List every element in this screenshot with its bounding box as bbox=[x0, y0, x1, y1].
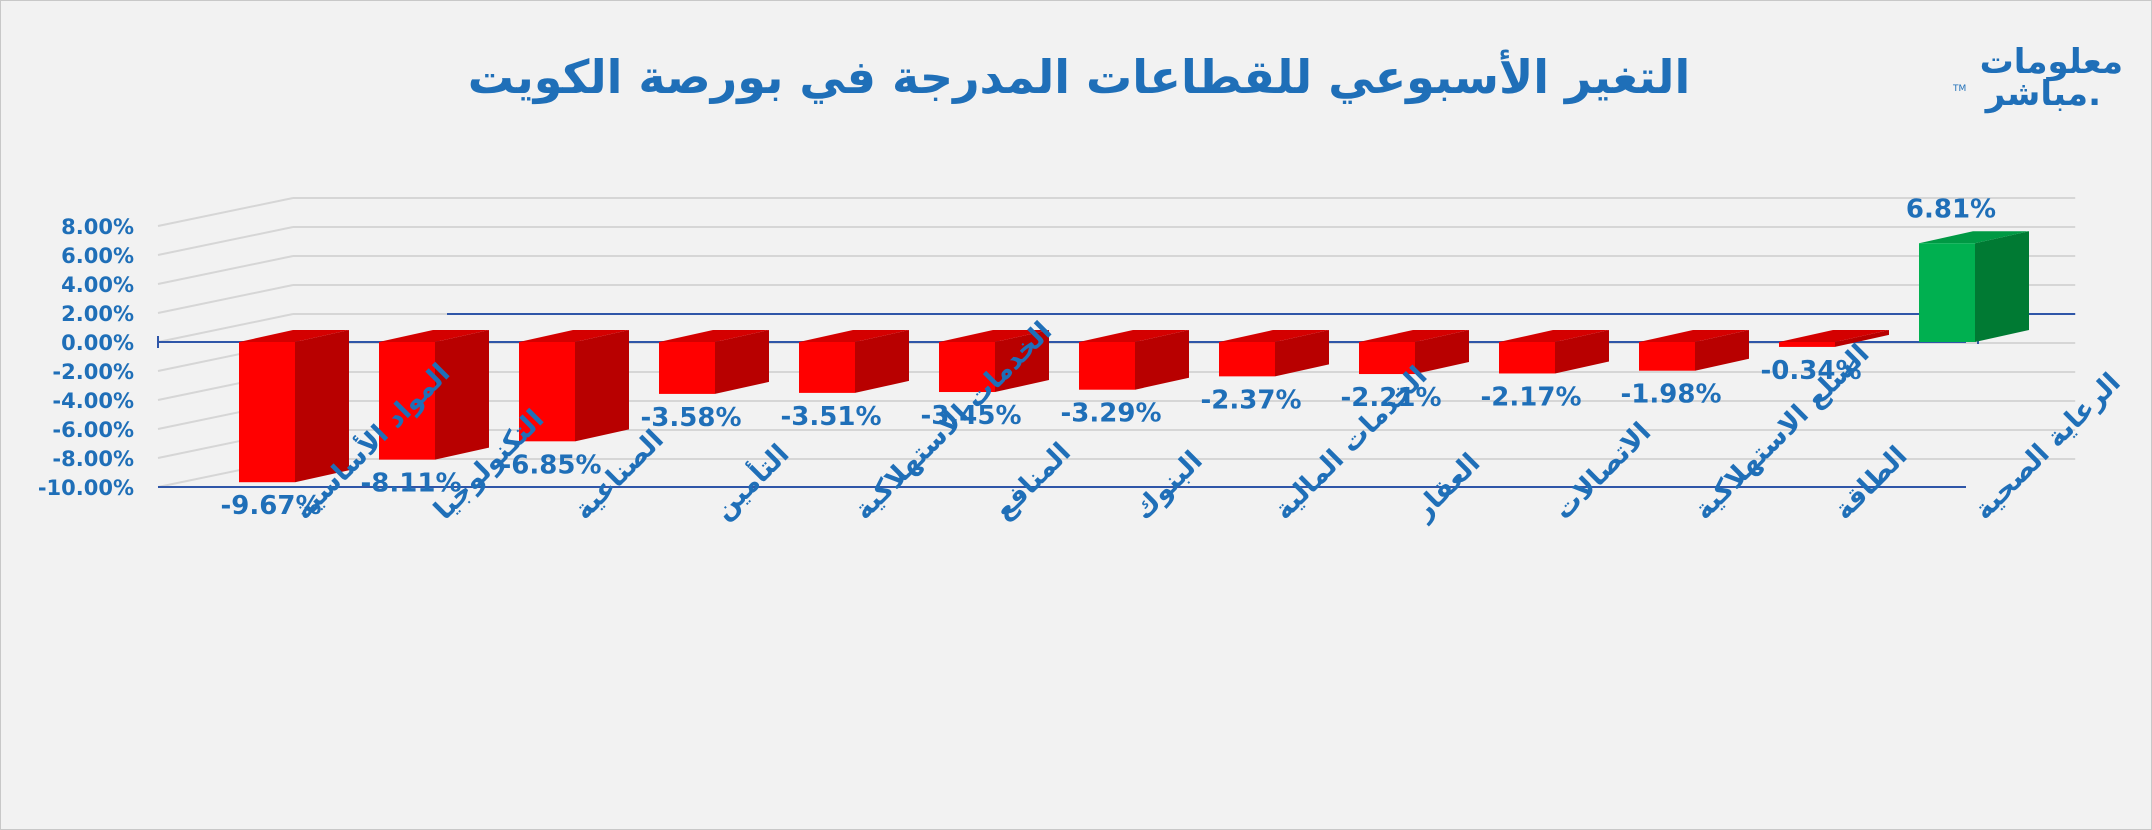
y-tick-label: -4.00% bbox=[52, 389, 134, 413]
y-tick-label: 8.00% bbox=[61, 215, 134, 239]
bar-side-face bbox=[1135, 330, 1189, 390]
bar-side-face bbox=[295, 330, 349, 483]
bar bbox=[939, 330, 1049, 393]
bar bbox=[1359, 330, 1469, 375]
data-label: -8.11% bbox=[361, 469, 462, 499]
bar-top-face bbox=[379, 330, 489, 342]
bar-side-face bbox=[1415, 330, 1469, 375]
bar-front-face bbox=[1219, 342, 1275, 377]
y-tick-label: -8.00% bbox=[52, 447, 134, 471]
bar bbox=[379, 330, 489, 460]
side-gridline bbox=[157, 255, 294, 285]
bar-side-face bbox=[855, 330, 909, 393]
bar-top-face bbox=[1919, 231, 2029, 244]
bar bbox=[1219, 330, 1329, 377]
category-label: التأمين bbox=[706, 436, 796, 526]
side-gridline bbox=[157, 197, 294, 227]
bar-top-face bbox=[1639, 330, 1749, 342]
logo-tm: TM bbox=[1952, 84, 1966, 94]
bar-front-face bbox=[1359, 342, 1415, 375]
bar-front-face bbox=[1779, 342, 1835, 347]
bar-top-face bbox=[239, 330, 349, 342]
side-gridline bbox=[157, 284, 294, 314]
bar-top-face bbox=[1219, 330, 1329, 342]
bar-top-face bbox=[659, 330, 769, 342]
y-tick-label: -6.00% bbox=[52, 418, 134, 442]
side-gridline bbox=[157, 313, 294, 343]
category-label: البنوك bbox=[1128, 445, 1209, 526]
bar-top-face bbox=[939, 330, 1049, 342]
bar-front-face bbox=[239, 342, 295, 483]
category-label: المنافع bbox=[988, 437, 1077, 526]
data-label: -0.34% bbox=[1761, 356, 1862, 386]
bar-side-face bbox=[1275, 330, 1329, 377]
bar-top-face bbox=[799, 330, 909, 342]
y-tick-label: -2.00% bbox=[52, 360, 134, 384]
data-labels: -9.67% -8.11% -6.85% -3.58% -3.51% -3.45% -3.2… bbox=[221, 194, 1997, 521]
y-axis-ticks: 8.00% 6.00% 4.00% 2.00% 0.00% -2.00% -4.00% -6.… bbox=[38, 215, 134, 500]
bar-front-face bbox=[659, 342, 715, 394]
data-label: -9.67% bbox=[221, 491, 322, 521]
bar-top-face bbox=[1499, 330, 1609, 342]
data-label: -3.51% bbox=[781, 402, 882, 432]
category-label: الطاقة bbox=[1828, 440, 1913, 525]
bar-front-face bbox=[1919, 243, 1975, 342]
bar bbox=[239, 330, 349, 483]
side-gridline bbox=[157, 226, 294, 256]
y-tick-label: -10.00% bbox=[38, 476, 134, 500]
bar bbox=[1779, 330, 1889, 347]
bar bbox=[1639, 330, 1749, 371]
data-label: -2.17% bbox=[1481, 382, 1582, 412]
bar-front-face bbox=[799, 342, 855, 393]
data-label: -6.85% bbox=[501, 450, 602, 480]
bar bbox=[519, 330, 629, 442]
bar-top-face bbox=[1779, 330, 1889, 342]
logo: معلومات مباشر. TM bbox=[1952, 42, 2123, 114]
bar-side-face bbox=[1695, 330, 1749, 371]
bar-front-face bbox=[519, 342, 575, 442]
data-label: -2.37% bbox=[1201, 385, 1302, 415]
y-tick-label: 4.00% bbox=[61, 273, 134, 297]
category-label: الرعاية الصحية bbox=[1968, 367, 2127, 526]
bar bbox=[1919, 231, 2029, 342]
data-label: -2.21% bbox=[1341, 383, 1442, 413]
y-tick-label: 0.00% bbox=[61, 331, 134, 355]
y-tick-label: 6.00% bbox=[61, 244, 134, 268]
bar-side-face bbox=[995, 330, 1049, 393]
bar-top-face bbox=[519, 330, 629, 342]
bars bbox=[239, 231, 2029, 483]
bar-side-face bbox=[575, 330, 629, 442]
bar-front-face bbox=[1079, 342, 1135, 390]
bar-side-face bbox=[1975, 231, 2029, 342]
bar-front-face bbox=[1639, 342, 1695, 371]
bar bbox=[1499, 330, 1609, 374]
bar-front-face bbox=[1499, 342, 1555, 374]
y-tick-label: 2.00% bbox=[61, 302, 134, 326]
data-label: 6.81% bbox=[1906, 194, 1996, 224]
data-label: -3.29% bbox=[1061, 399, 1162, 429]
data-label: -3.45% bbox=[921, 401, 1022, 431]
bar-side-face bbox=[1555, 330, 1609, 374]
bar-top-face bbox=[1359, 330, 1469, 342]
chart-title: التغير الأسبوعي للقطاعات المدرجة في بورص… bbox=[468, 49, 1690, 104]
data-label: -3.58% bbox=[641, 403, 742, 433]
bar-top-face bbox=[1079, 330, 1189, 342]
bar bbox=[1079, 330, 1189, 390]
bar-front-face bbox=[939, 342, 995, 393]
bar bbox=[659, 330, 769, 394]
bar-side-face bbox=[435, 330, 489, 460]
bar bbox=[799, 330, 909, 393]
logo-line1: معلومات bbox=[1980, 42, 2123, 82]
logo-line2: مباشر. bbox=[1984, 74, 2101, 114]
bar-side-face bbox=[1835, 330, 1889, 347]
category-label: الاتصالات bbox=[1548, 417, 1657, 526]
bar-front-face bbox=[379, 342, 435, 460]
bar-side-face bbox=[715, 330, 769, 394]
data-label: -1.98% bbox=[1621, 380, 1722, 410]
